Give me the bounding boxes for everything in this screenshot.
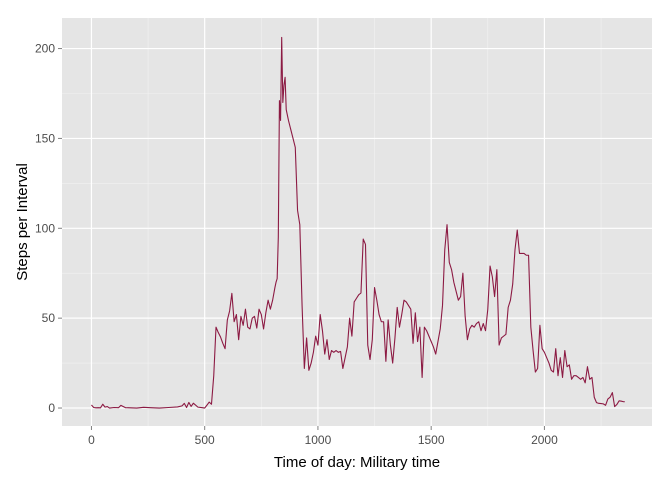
- y-tick-label: 50: [42, 311, 56, 325]
- x-tick-label: 1000: [305, 433, 332, 447]
- x-axis-title: Time of day: Military time: [274, 454, 440, 471]
- y-axis-ticks: 0 50 100 150 200: [35, 42, 62, 415]
- plot-panel-background: [62, 18, 652, 426]
- x-tick-label: 0: [88, 433, 95, 447]
- minor-gridlines: [62, 18, 652, 426]
- y-tick-label: 200: [35, 42, 55, 56]
- y-axis-title: Steps per Interval: [14, 163, 31, 281]
- x-tick-label: 1500: [418, 433, 445, 447]
- steps-series-line: [91, 36, 625, 409]
- y-tick-label: 100: [35, 221, 55, 235]
- x-axis-ticks: 0 500 1000 1500 2000: [88, 426, 558, 447]
- y-tick-label: 150: [35, 131, 55, 145]
- x-tick-label: 2000: [531, 433, 558, 447]
- y-tick-label: 0: [48, 401, 55, 415]
- major-gridlines: [62, 18, 652, 426]
- x-tick-label: 500: [195, 433, 215, 447]
